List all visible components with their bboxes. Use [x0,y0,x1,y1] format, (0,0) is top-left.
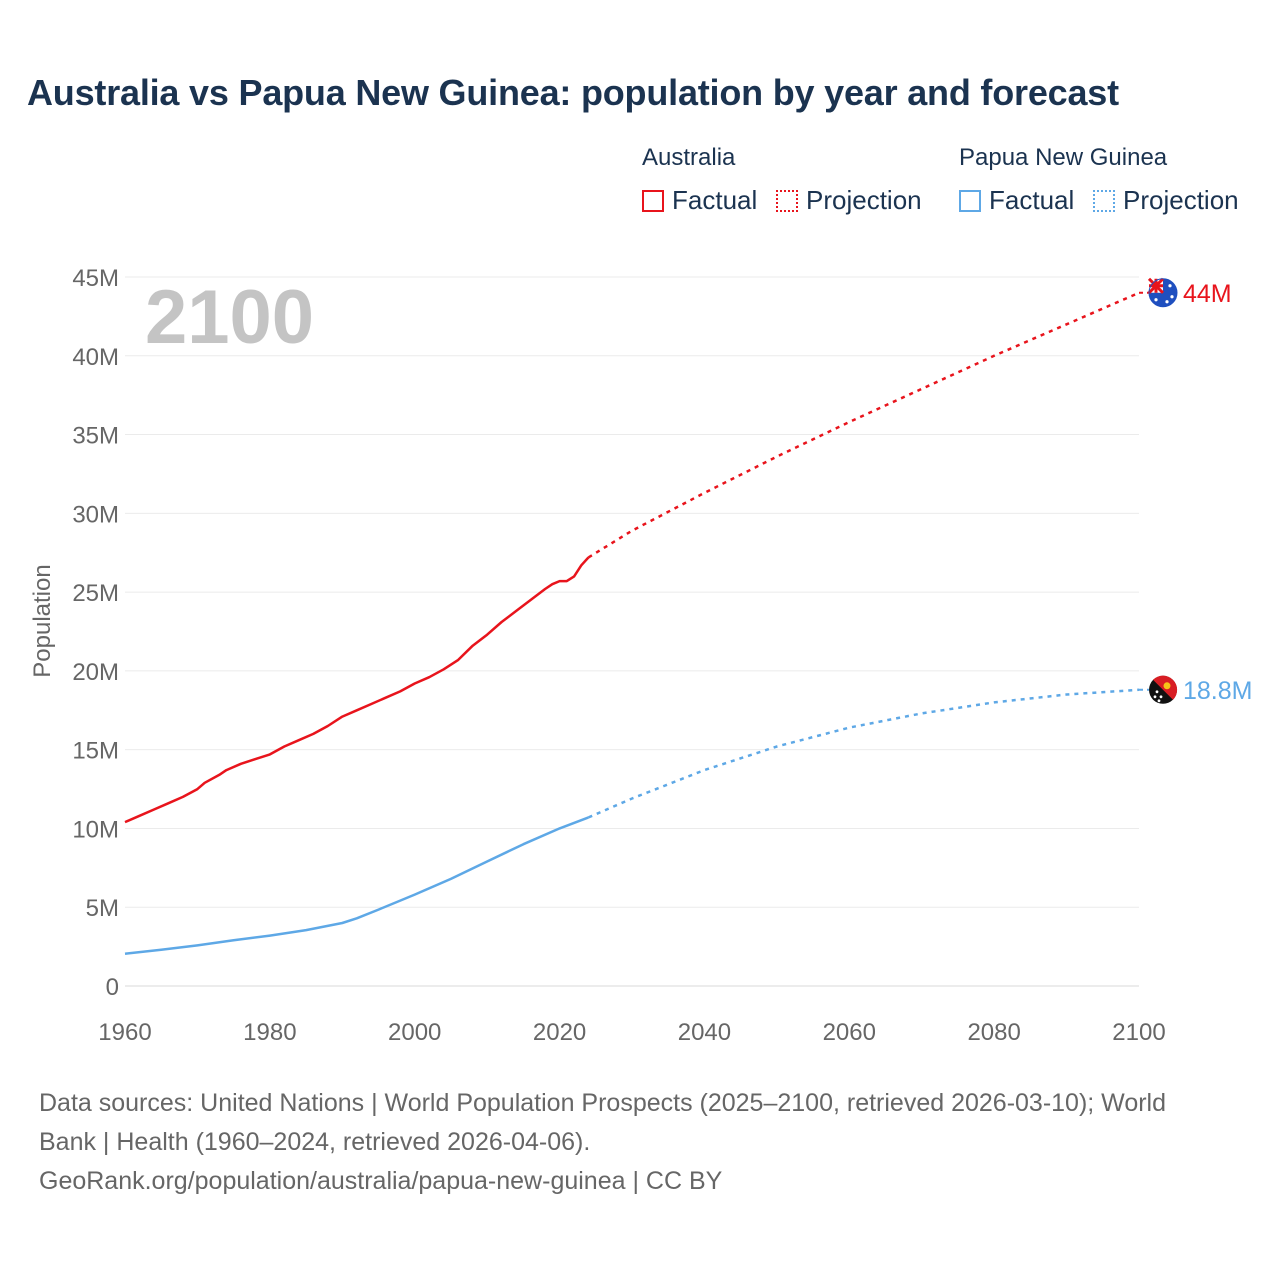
australia-end-value-label: 44M [1183,280,1232,308]
papua-new-guinea-end-value-label: 18.8M [1183,677,1252,705]
australia-flag-star [1170,295,1174,299]
australia-flag-star [1168,284,1172,288]
series-end-markers: 44M 18.8M [1139,277,1252,705]
png-flag-star [1153,695,1157,699]
legend-group-australia: Australia [642,144,736,171]
footer-sources: Data sources: United Nations | World Pop… [39,1084,1239,1201]
x-tick-label: 2080 [967,1019,1020,1046]
footer-line-2: Bank | Health (1960–2024, retrieved 2026… [39,1128,591,1156]
footer-line-3[interactable]: GeoRank.org/population/australia/papua-n… [39,1167,723,1195]
australia-flag-icon [1147,277,1178,308]
footer-line-1: Data sources: United Nations | World Pop… [39,1089,1167,1117]
legend-png-projection-label: Projection [1123,185,1239,215]
x-tick-label: 2040 [678,1019,731,1046]
y-tick-label: 0 [106,974,119,1001]
legend-png-factual-label: Factual [989,185,1075,215]
png-flag-star [1159,695,1163,699]
legend-png-factual-swatch [959,189,981,212]
papua-new-guinea-projection-line[interactable] [588,688,1140,819]
y-tick-label: 10M [72,816,119,843]
png-flag-star [1157,699,1161,703]
legend-australia-factual-label: Factual [672,185,758,215]
legend-png-factual[interactable]: Factual [959,185,1074,216]
legend-group-papua-new-guinea: Papua New Guinea [959,144,1168,171]
legend-png-projection[interactable]: Projection [1093,185,1239,216]
y-tick-label: 25M [72,580,119,607]
legend-australia-factual-swatch [642,189,664,212]
series-lines [124,291,1140,955]
x-tick-label: 2100 [1112,1019,1165,1046]
australia-flag-border [1148,278,1178,308]
australia-factual-line[interactable] [124,556,590,824]
x-tick-label: 1960 [98,1019,151,1046]
population-line-chart: 2100 0 5M 10M 15M 20M 25M 30M 35M 40M 45M 1960 198… [29,265,1252,1046]
grid-lines [125,276,1139,987]
png-flag-star [1155,690,1159,694]
australia-flag-star [1165,300,1169,304]
y-axis-label: Population [29,564,56,677]
y-tick-label: 5M [86,895,119,922]
chart-title: Australia vs Papua New Guinea: populatio… [27,72,1119,113]
x-axis-ticks: 1960 1980 2000 2020 2040 2060 2080 2100 [98,1019,1165,1046]
australia-flag-star [1154,298,1158,302]
y-tick-label: 30M [72,501,119,528]
y-tick-label: 45M [72,265,119,292]
y-tick-label: 15M [72,738,119,765]
papua-new-guinea-factual-line[interactable] [124,816,589,955]
legend-png-projection-swatch [1093,189,1115,212]
x-tick-label: 2000 [388,1019,441,1046]
png-flag-bird [1163,682,1171,690]
y-tick-label: 40M [72,344,119,371]
papua-new-guinea-flag-icon [1149,675,1178,704]
legend-australia-projection[interactable]: Projection [776,185,922,216]
australia-projection-line[interactable] [587,291,1140,559]
y-tick-label: 20M [72,659,119,686]
legend-australia-factual[interactable]: Factual [642,185,757,216]
x-tick-label: 1980 [243,1019,296,1046]
y-tick-label: 35M [72,423,119,450]
x-tick-label: 2020 [533,1019,586,1046]
y-axis-ticks: 0 5M 10M 15M 20M 25M 30M 35M 40M 45M [72,265,119,1001]
x-tick-label: 2060 [823,1019,876,1046]
legend-australia-projection-label: Projection [806,185,922,215]
legend-australia-projection-swatch [776,189,798,212]
year-watermark: 2100 [145,275,314,360]
